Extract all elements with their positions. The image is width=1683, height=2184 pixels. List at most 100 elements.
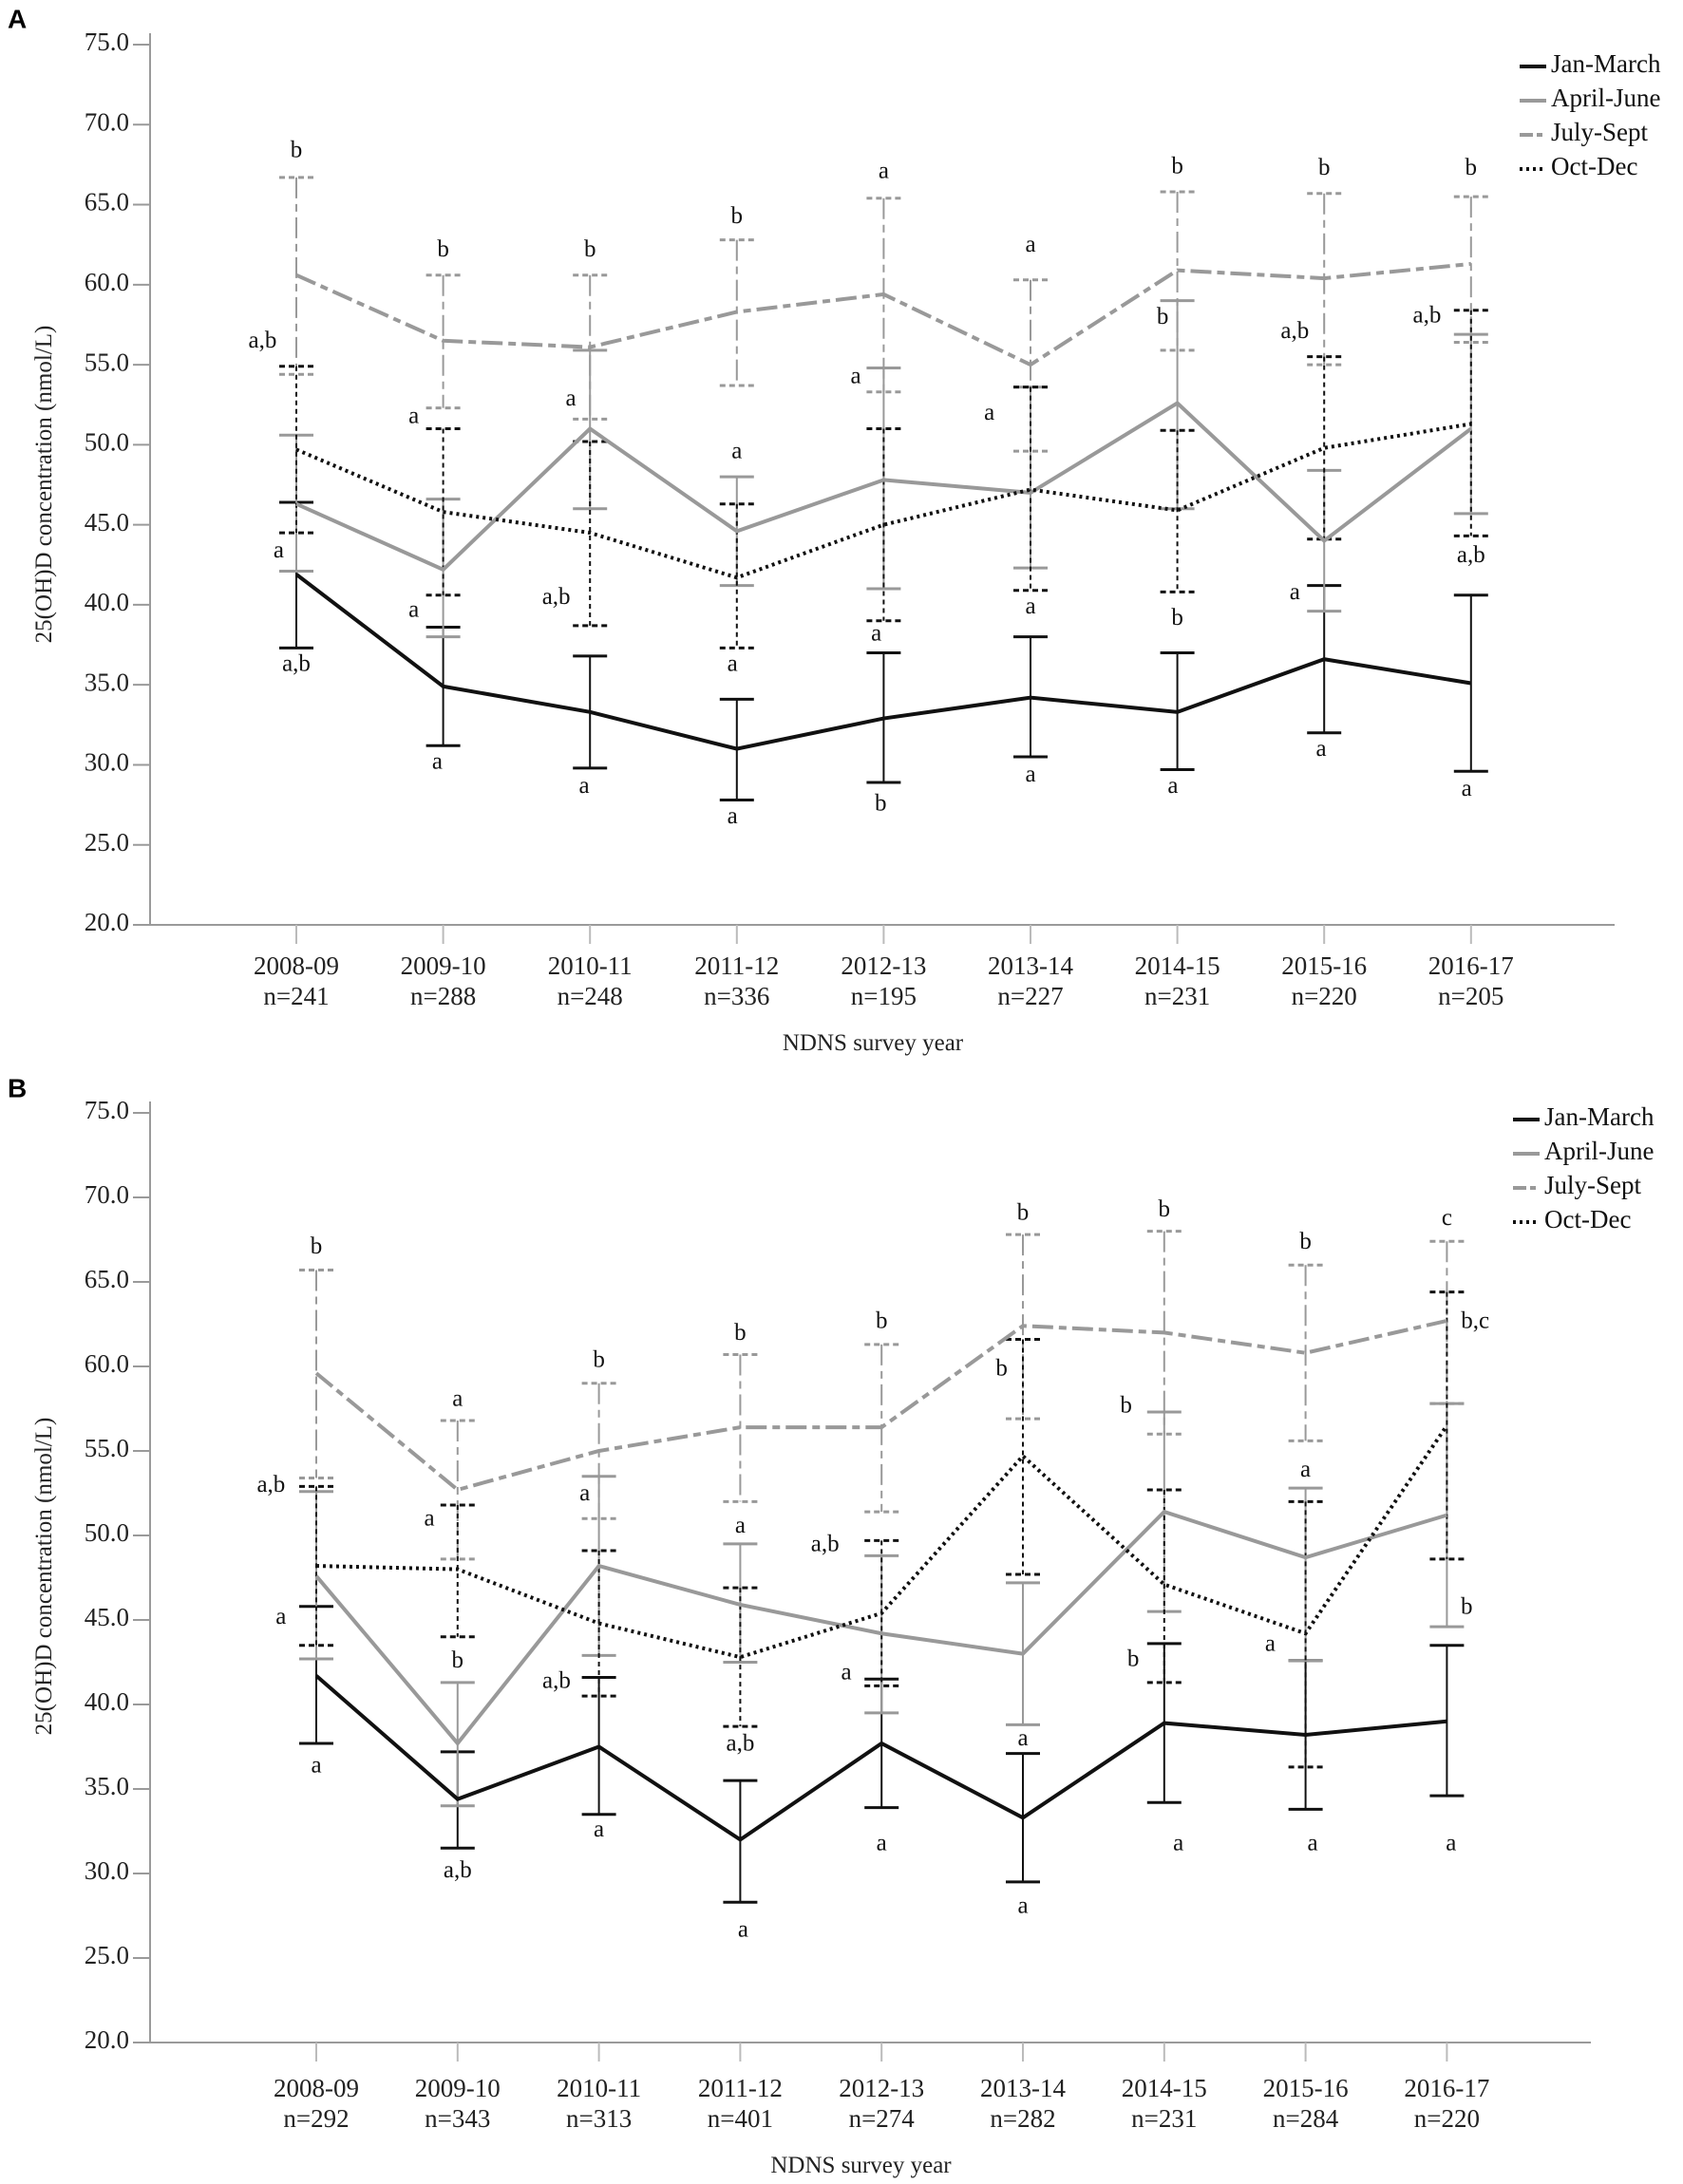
significance-label: a xyxy=(432,749,443,775)
x-tick-n-label: n=231 xyxy=(1144,982,1210,1010)
significance-label: b xyxy=(1299,1229,1312,1254)
x-tick-n-label: n=231 xyxy=(1131,2104,1197,2133)
legend: Jan-March April-June July-Sept Oct-Dec xyxy=(1520,49,1661,180)
significance-label: b xyxy=(1017,1200,1030,1226)
significance-label: a,b xyxy=(1280,318,1309,344)
x-tick-n-label: n=292 xyxy=(283,2104,349,2133)
significance-label: a xyxy=(728,803,738,829)
x-tick-label: 2013-14 xyxy=(988,951,1073,980)
x-axis-title: NDNS survey year xyxy=(770,2153,952,2178)
legend-label: Jan-March xyxy=(1544,1102,1655,1131)
y-tick-label: 25.0 xyxy=(85,828,129,857)
y-tick-label: 30.0 xyxy=(85,748,129,777)
y-tick-label: 60.0 xyxy=(85,268,129,296)
significance-label: a xyxy=(1290,579,1300,605)
y-tick-label: 70.0 xyxy=(85,1180,129,1209)
x-tick-n-label: n=288 xyxy=(410,982,476,1010)
panel-label: A xyxy=(8,4,27,33)
error-bars-july-sept xyxy=(299,1230,1465,1561)
x-tick-n-label: n=284 xyxy=(1273,2104,1339,2133)
x-tick-n-label: n=241 xyxy=(263,982,329,1010)
x-tick-label: 2012-13 xyxy=(841,951,926,980)
significance-label: b xyxy=(1127,1646,1140,1671)
x-tick-n-label: n=205 xyxy=(1438,982,1503,1010)
significance-label: a xyxy=(1307,1830,1317,1855)
panel-label: B xyxy=(8,1073,27,1102)
legend: Jan-March April-June July-Sept Oct-Dec xyxy=(1513,1102,1655,1233)
x-tick-label: 2014-15 xyxy=(1135,951,1220,980)
significance-label: a xyxy=(1265,1630,1276,1656)
significance-label: a xyxy=(1167,773,1178,799)
y-tick-label: 35.0 xyxy=(85,1772,129,1800)
legend-label: April-June xyxy=(1551,84,1660,112)
legend-label: July-Sept xyxy=(1551,118,1649,146)
significance-label: a,b xyxy=(282,651,311,677)
significance-label: b xyxy=(1171,154,1183,179)
significance-label: b xyxy=(1461,1593,1473,1619)
y-tick-label: 30.0 xyxy=(85,1856,129,1885)
significance-label: a xyxy=(850,363,860,388)
significance-label: a xyxy=(731,439,742,464)
significance-label: a xyxy=(594,1817,604,1842)
significance-label: a xyxy=(728,651,738,677)
significance-label: a,b xyxy=(811,1531,840,1556)
x-tick-label: 2015-16 xyxy=(1263,2074,1349,2102)
x-tick-label: 2011-12 xyxy=(694,951,779,980)
significance-label: b xyxy=(1171,605,1183,631)
significance-label: b xyxy=(734,1320,747,1346)
legend-label: July-Sept xyxy=(1544,1171,1642,1199)
significance-label: a xyxy=(1025,232,1035,257)
significance-label: c xyxy=(1442,1205,1452,1231)
significance-label: a xyxy=(1017,1892,1028,1918)
significance-label: a,b xyxy=(726,1730,754,1756)
x-tick-n-label: n=282 xyxy=(990,2104,1055,2133)
x-tick-n-label: n=220 xyxy=(1292,982,1357,1010)
significance-label: a xyxy=(877,1830,887,1855)
significance-label: a xyxy=(1025,593,1035,619)
significance-label: a xyxy=(566,386,577,411)
significance-label: a,b xyxy=(542,584,571,610)
significance-label: a xyxy=(452,1385,463,1411)
y-tick-label: 40.0 xyxy=(85,588,129,616)
significance-label: b xyxy=(1120,1392,1132,1418)
significance-label: a xyxy=(424,1506,434,1532)
significance-label: a,b xyxy=(1457,542,1485,568)
x-tick-label: 2016-17 xyxy=(1404,2074,1489,2102)
legend-label: Oct-Dec xyxy=(1544,1205,1631,1233)
significance-label: a,b xyxy=(542,1668,571,1694)
significance-label: a xyxy=(738,1916,748,1942)
chart-panel-a: A 20.0 25.0 30.0 35.0 40.0 45.0 50.0 55.0 60.0 65.… xyxy=(8,4,1661,1056)
x-tick-label: 2012-13 xyxy=(839,2074,924,2102)
significance-label: a xyxy=(311,1753,321,1779)
significance-label: a xyxy=(274,537,284,563)
significance-label: a xyxy=(408,403,419,428)
significance-label: b xyxy=(731,203,744,229)
significance-label: a xyxy=(578,773,589,799)
x-tick-label: 2016-17 xyxy=(1428,951,1514,980)
y-tick-label: 25.0 xyxy=(85,1941,129,1969)
legend-label: Oct-Dec xyxy=(1551,152,1637,180)
significance-label: a xyxy=(1446,1830,1456,1855)
y-tick-label: 65.0 xyxy=(85,1265,129,1293)
significance-label: b xyxy=(452,1647,464,1673)
significance-label: a xyxy=(275,1604,286,1629)
y-tick-label: 75.0 xyxy=(85,28,129,56)
significance-label: a xyxy=(1462,776,1472,801)
significance-label: a xyxy=(579,1480,590,1506)
y-tick-label: 20.0 xyxy=(85,2025,129,2054)
significance-label: b xyxy=(875,790,887,816)
x-tick-n-label: n=248 xyxy=(558,982,623,1010)
x-tick-n-label: n=195 xyxy=(851,982,917,1010)
significance-label: a,b xyxy=(249,328,277,353)
significance-label: a,b xyxy=(256,1472,285,1497)
y-tick-label: 75.0 xyxy=(85,1096,129,1124)
x-tick-n-label: n=274 xyxy=(849,2104,916,2133)
significance-label: a xyxy=(1173,1830,1183,1855)
x-tick-n-label: n=343 xyxy=(425,2104,490,2133)
x-tick-label: 2008-09 xyxy=(254,951,339,980)
significance-label: b xyxy=(1466,155,1478,180)
significance-label: b xyxy=(584,236,596,262)
significance-label: b,c xyxy=(1461,1308,1489,1333)
y-tick-label: 55.0 xyxy=(85,348,129,376)
y-axis-title: 25(OH)D concentration (nmol/L) xyxy=(31,326,57,644)
